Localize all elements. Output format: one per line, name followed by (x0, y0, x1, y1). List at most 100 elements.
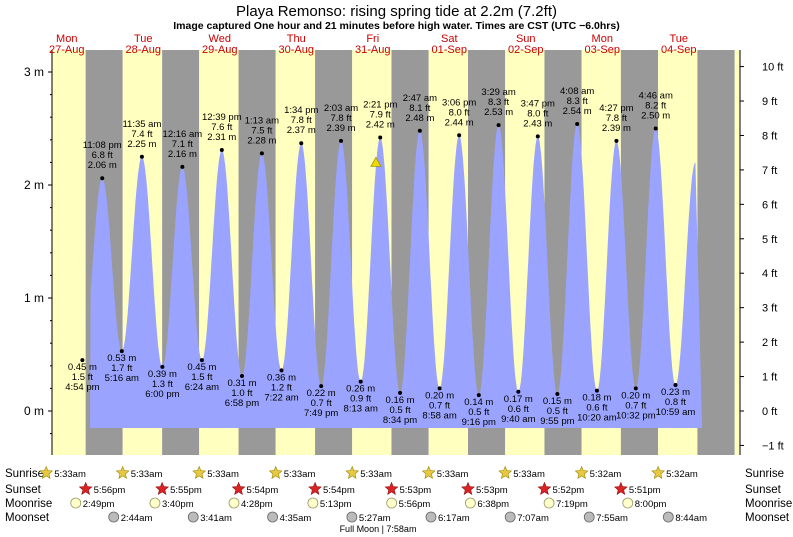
sunrise-time: 5:33am (513, 469, 545, 480)
sunrise-icon (498, 465, 513, 479)
high-tide-label: 12:16 am7.1 ft2.16 m (163, 129, 203, 160)
low-tide-label: 0.17 m0.6 ft9:40 am (501, 394, 535, 425)
tide-label-line: 7.9 ft (370, 110, 391, 121)
day-date: 30-Aug (279, 44, 314, 56)
tide-label-line: 6:58 pm (225, 398, 259, 409)
tide-point (160, 364, 165, 369)
tide-label-line: 2.44 m (445, 117, 474, 128)
tide-label-line: 0.5 ft (547, 406, 568, 417)
tide-point (100, 176, 105, 181)
tide-point (437, 386, 442, 391)
tide-point (319, 384, 324, 389)
tide-label-line: 8.0 ft (449, 107, 470, 118)
right-tick-label: 3 ft (762, 303, 777, 315)
tide-label-line: 2.53 m (484, 107, 513, 118)
moonset-icon (346, 511, 358, 523)
tide-label-line: 7:22 am (264, 392, 298, 403)
right-tick-label: 4 ft (762, 268, 777, 280)
sunrise-time: 5:33am (437, 469, 469, 480)
moonrise-icon (543, 497, 555, 509)
tide-label-line: 8.3 ft (488, 97, 509, 108)
right-tick-label: 7 ft (762, 165, 777, 177)
low-tide-label: 0.15 m0.5 ft9:55 pm (540, 396, 574, 427)
moonrise-icon (464, 497, 476, 509)
moonset-time: 3:41am (200, 513, 232, 524)
high-tide-label: 2:47 am8.1 ft2.48 m (403, 93, 437, 124)
row-label-right: Moonrise (745, 498, 792, 510)
day-band (52, 50, 86, 455)
sunrise-time: 5:32am (590, 469, 622, 480)
right-tick-label: 6 ft (762, 199, 777, 211)
low-tide-label: 0.36 m1.2 ft7:22 am (264, 372, 298, 403)
moon-phase: Full Moon | 7:58am (340, 524, 417, 534)
moonset-icon (187, 511, 199, 523)
moonset-icon (583, 511, 595, 523)
chart-title: Playa Remonso: rising spring tide at 2.2… (236, 3, 557, 20)
row-label-right: Sunrise (745, 468, 784, 480)
day-date: 28-Aug (126, 44, 161, 56)
tide-label-line: 2:03 am (324, 103, 358, 114)
tide-label-line: 11:08 pm (83, 140, 122, 151)
right-tick-label: 5 ft (762, 234, 777, 246)
left-tick-label: 2 m (24, 178, 44, 192)
tide-label-line: 8:13 am (344, 404, 378, 415)
sunrise-icon (651, 465, 666, 479)
sunrise-time: 5:32am (666, 469, 698, 480)
tide-point (516, 389, 521, 394)
tide-label-line: 7.1 ft (172, 139, 193, 150)
tide-label-line: 10:20 am (577, 413, 617, 424)
day-date: 31-Aug (355, 44, 390, 56)
low-tide-label: 0.31 m1.0 ft6:58 pm (225, 378, 259, 409)
tide-point (358, 379, 363, 384)
tide-label-line: 1:13 am (245, 115, 279, 126)
row-label-left: Sunrise (5, 468, 44, 480)
tide-point (476, 393, 481, 398)
tide-point (496, 123, 501, 128)
sunset-time: 5:53pm (476, 485, 508, 496)
sunset-time: 5:51pm (629, 485, 661, 496)
moonrise-icon (307, 497, 319, 509)
moonrise-time: 7:19pm (556, 499, 588, 510)
moonrise-time: 8:00pm (635, 499, 667, 510)
day-date: 03-Sep (585, 44, 620, 56)
sunrise-time: 5:33am (131, 469, 163, 480)
tide-label-line: 12:16 am (163, 129, 203, 140)
moonset-time: 6:17am (438, 513, 470, 524)
tide-label-line: 7:49 pm (304, 408, 338, 419)
tide-label-line: 6.8 ft (92, 150, 113, 161)
day-name: Mon (592, 33, 613, 45)
moonset-time: 2:44am (121, 513, 153, 524)
tide-label-line: 2.25 m (127, 139, 156, 150)
tide-point (378, 135, 383, 140)
day-name: Sat (441, 33, 458, 45)
moonset-icon (425, 511, 437, 523)
moonrise-time: 4:28pm (241, 499, 273, 510)
moonrise-time: 2:49pm (83, 499, 115, 510)
tide-label-line: 0.45 m (68, 362, 97, 373)
right-tick-label: 2 ft (762, 337, 777, 349)
low-tide-label: 0.22 m0.7 ft7:49 pm (304, 388, 338, 419)
high-tide-label: 11:08 pm6.8 ft2.06 m (83, 140, 122, 171)
tide-label-line: 6:24 am (185, 382, 219, 393)
tide-label-line: 8.1 ft (409, 103, 430, 114)
day-name: Tue (134, 33, 153, 45)
sunrise-icon (39, 465, 54, 479)
day-date: 27-Aug (49, 44, 84, 56)
row-label-right: Moonset (745, 512, 790, 524)
tide-label-line: 0.8 ft (665, 397, 686, 408)
tide-label-line: 6:00 pm (145, 389, 179, 400)
night-band (697, 50, 717, 455)
day-band (734, 50, 740, 455)
tide-label-line: 7.4 ft (131, 129, 152, 140)
tide-label-line: 0.6 ft (508, 404, 529, 415)
tide-label-line: 0.22 m (307, 388, 336, 399)
tide-label-line: 0.5 ft (390, 405, 411, 416)
moonrise-time: 6:38pm (477, 499, 509, 510)
tide-label-line: 0.23 m (661, 387, 690, 398)
high-tide-label: 3:06 pm8.0 ft2.44 m (442, 97, 476, 128)
tide-label-line: 1.0 ft (231, 388, 252, 399)
right-tick-label: −1 ft (762, 440, 784, 452)
tide-label-line: 0.16 m (386, 395, 415, 406)
tide-point (139, 154, 144, 159)
